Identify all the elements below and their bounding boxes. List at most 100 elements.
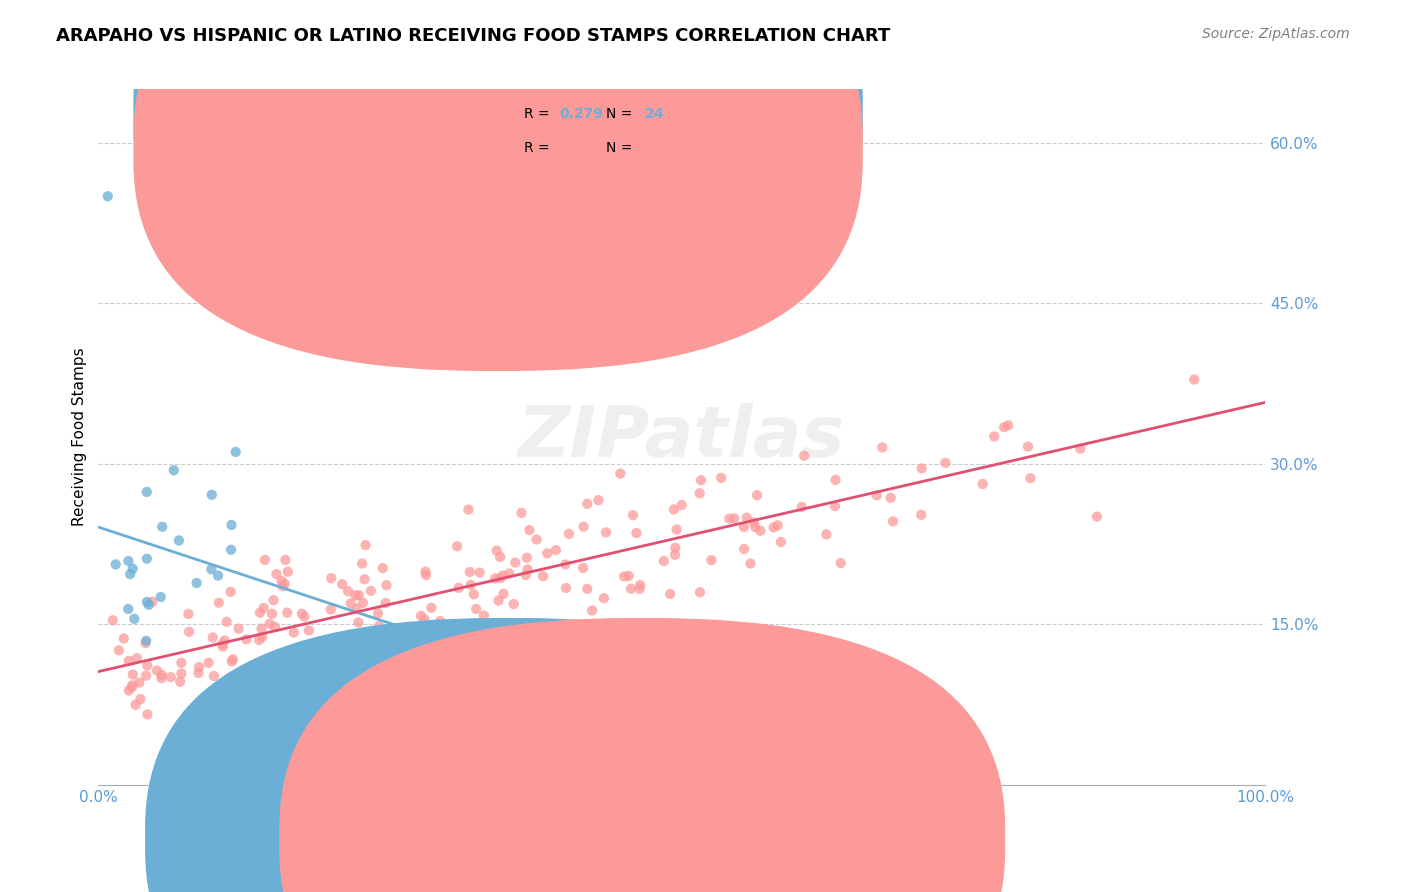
Arapaho bbox=[120, 567, 142, 582]
Hispanics or Latinos bbox=[141, 595, 163, 609]
Hispanics or Latinos bbox=[321, 571, 343, 585]
Hispanics or Latinos bbox=[446, 539, 468, 553]
Hispanics or Latinos bbox=[588, 493, 610, 508]
Hispanics or Latinos bbox=[515, 568, 537, 582]
Text: 0.279: 0.279 bbox=[560, 106, 603, 120]
Hispanics or Latinos bbox=[177, 607, 200, 621]
Hispanics or Latinos bbox=[228, 622, 250, 636]
Y-axis label: Receiving Food Stamps: Receiving Food Stamps bbox=[72, 348, 87, 526]
Text: Arapaho: Arapaho bbox=[519, 833, 582, 848]
Hispanics or Latinos bbox=[572, 519, 595, 533]
Hispanics or Latinos bbox=[457, 502, 479, 516]
Hispanics or Latinos bbox=[221, 654, 243, 668]
Hispanics or Latinos bbox=[447, 581, 470, 595]
FancyBboxPatch shape bbox=[134, 0, 863, 336]
Arapaho bbox=[135, 633, 157, 648]
Hispanics or Latinos bbox=[253, 553, 276, 567]
Hispanics or Latinos bbox=[325, 633, 347, 648]
Hispanics or Latinos bbox=[664, 548, 686, 562]
Hispanics or Latinos bbox=[344, 644, 367, 658]
Hispanics or Latinos bbox=[489, 549, 512, 564]
Hispanics or Latinos bbox=[620, 582, 643, 596]
Hispanics or Latinos bbox=[1085, 509, 1108, 524]
Hispanics or Latinos bbox=[613, 569, 636, 583]
Hispanics or Latinos bbox=[128, 675, 150, 690]
Hispanics or Latinos bbox=[662, 502, 685, 516]
Hispanics or Latinos bbox=[824, 499, 846, 513]
Hispanics or Latinos bbox=[983, 429, 1005, 443]
Hispanics or Latinos bbox=[262, 662, 284, 676]
Hispanics or Latinos bbox=[572, 561, 595, 575]
Hispanics or Latinos bbox=[136, 658, 159, 673]
Arapaho bbox=[221, 518, 243, 533]
Hispanics or Latinos bbox=[544, 543, 567, 558]
Hispanics or Latinos bbox=[260, 607, 283, 621]
Hispanics or Latinos bbox=[595, 525, 617, 540]
Arapaho bbox=[138, 598, 160, 612]
Text: 24: 24 bbox=[644, 106, 664, 120]
Hispanics or Latinos bbox=[283, 625, 305, 640]
Arapaho bbox=[121, 561, 143, 575]
Hispanics or Latinos bbox=[101, 613, 124, 627]
Hispanics or Latinos bbox=[592, 591, 614, 606]
Text: Hispanics or Latinos: Hispanics or Latinos bbox=[658, 833, 813, 848]
Hispanics or Latinos bbox=[531, 569, 554, 583]
Hispanics or Latinos bbox=[347, 615, 370, 630]
Hispanics or Latinos bbox=[879, 491, 901, 505]
Hispanics or Latinos bbox=[291, 607, 314, 621]
Hispanics or Latinos bbox=[347, 588, 370, 602]
Hispanics or Latinos bbox=[872, 441, 894, 455]
Hispanics or Latinos bbox=[409, 608, 432, 623]
Arapaho bbox=[167, 533, 190, 548]
Hispanics or Latinos bbox=[135, 636, 157, 650]
Hispanics or Latinos bbox=[360, 583, 382, 598]
Hispanics or Latinos bbox=[375, 578, 398, 592]
Hispanics or Latinos bbox=[745, 488, 768, 502]
Hispanics or Latinos bbox=[330, 577, 353, 591]
Hispanics or Latinos bbox=[910, 508, 932, 522]
Text: Source: ZipAtlas.com: Source: ZipAtlas.com bbox=[1202, 27, 1350, 41]
Hispanics or Latinos bbox=[247, 632, 270, 647]
Hispanics or Latinos bbox=[740, 557, 762, 571]
Hispanics or Latinos bbox=[294, 609, 316, 624]
Hispanics or Latinos bbox=[242, 678, 264, 692]
Hispanics or Latinos bbox=[124, 698, 146, 712]
Hispanics or Latinos bbox=[170, 656, 193, 670]
Hispanics or Latinos bbox=[492, 568, 515, 582]
Hispanics or Latinos bbox=[735, 510, 758, 524]
Hispanics or Latinos bbox=[274, 553, 297, 567]
Hispanics or Latinos bbox=[235, 632, 257, 647]
Hispanics or Latinos bbox=[576, 582, 599, 596]
Hispanics or Latinos bbox=[1069, 442, 1091, 456]
Hispanics or Latinos bbox=[222, 711, 245, 725]
Hispanics or Latinos bbox=[352, 557, 374, 571]
FancyBboxPatch shape bbox=[134, 0, 863, 371]
Hispanics or Latinos bbox=[718, 511, 741, 525]
Hispanics or Latinos bbox=[882, 515, 904, 529]
Hispanics or Latinos bbox=[498, 566, 520, 581]
Hispanics or Latinos bbox=[108, 643, 131, 657]
Hispanics or Latinos bbox=[415, 568, 437, 582]
Hispanics or Latinos bbox=[505, 556, 527, 570]
Hispanics or Latinos bbox=[228, 684, 250, 698]
Hispanics or Latinos bbox=[352, 596, 374, 610]
Hispanics or Latinos bbox=[555, 581, 578, 595]
Arapaho bbox=[117, 602, 139, 616]
Hispanics or Latinos bbox=[429, 614, 451, 628]
Hispanics or Latinos bbox=[344, 589, 367, 603]
Hispanics or Latinos bbox=[150, 671, 173, 685]
Hispanics or Latinos bbox=[250, 622, 273, 636]
Hispanics or Latinos bbox=[749, 524, 772, 538]
Hispanics or Latinos bbox=[1182, 372, 1205, 386]
Hispanics or Latinos bbox=[689, 486, 711, 500]
Arapaho bbox=[149, 590, 172, 604]
Hispanics or Latinos bbox=[339, 596, 361, 610]
Hispanics or Latinos bbox=[723, 511, 745, 525]
Arapaho bbox=[117, 554, 139, 568]
Hispanics or Latinos bbox=[420, 600, 443, 615]
Hispanics or Latinos bbox=[793, 449, 815, 463]
Hispanics or Latinos bbox=[112, 632, 135, 646]
Hispanics or Latinos bbox=[187, 665, 209, 680]
Arapaho bbox=[104, 558, 127, 572]
Hispanics or Latinos bbox=[457, 623, 479, 637]
